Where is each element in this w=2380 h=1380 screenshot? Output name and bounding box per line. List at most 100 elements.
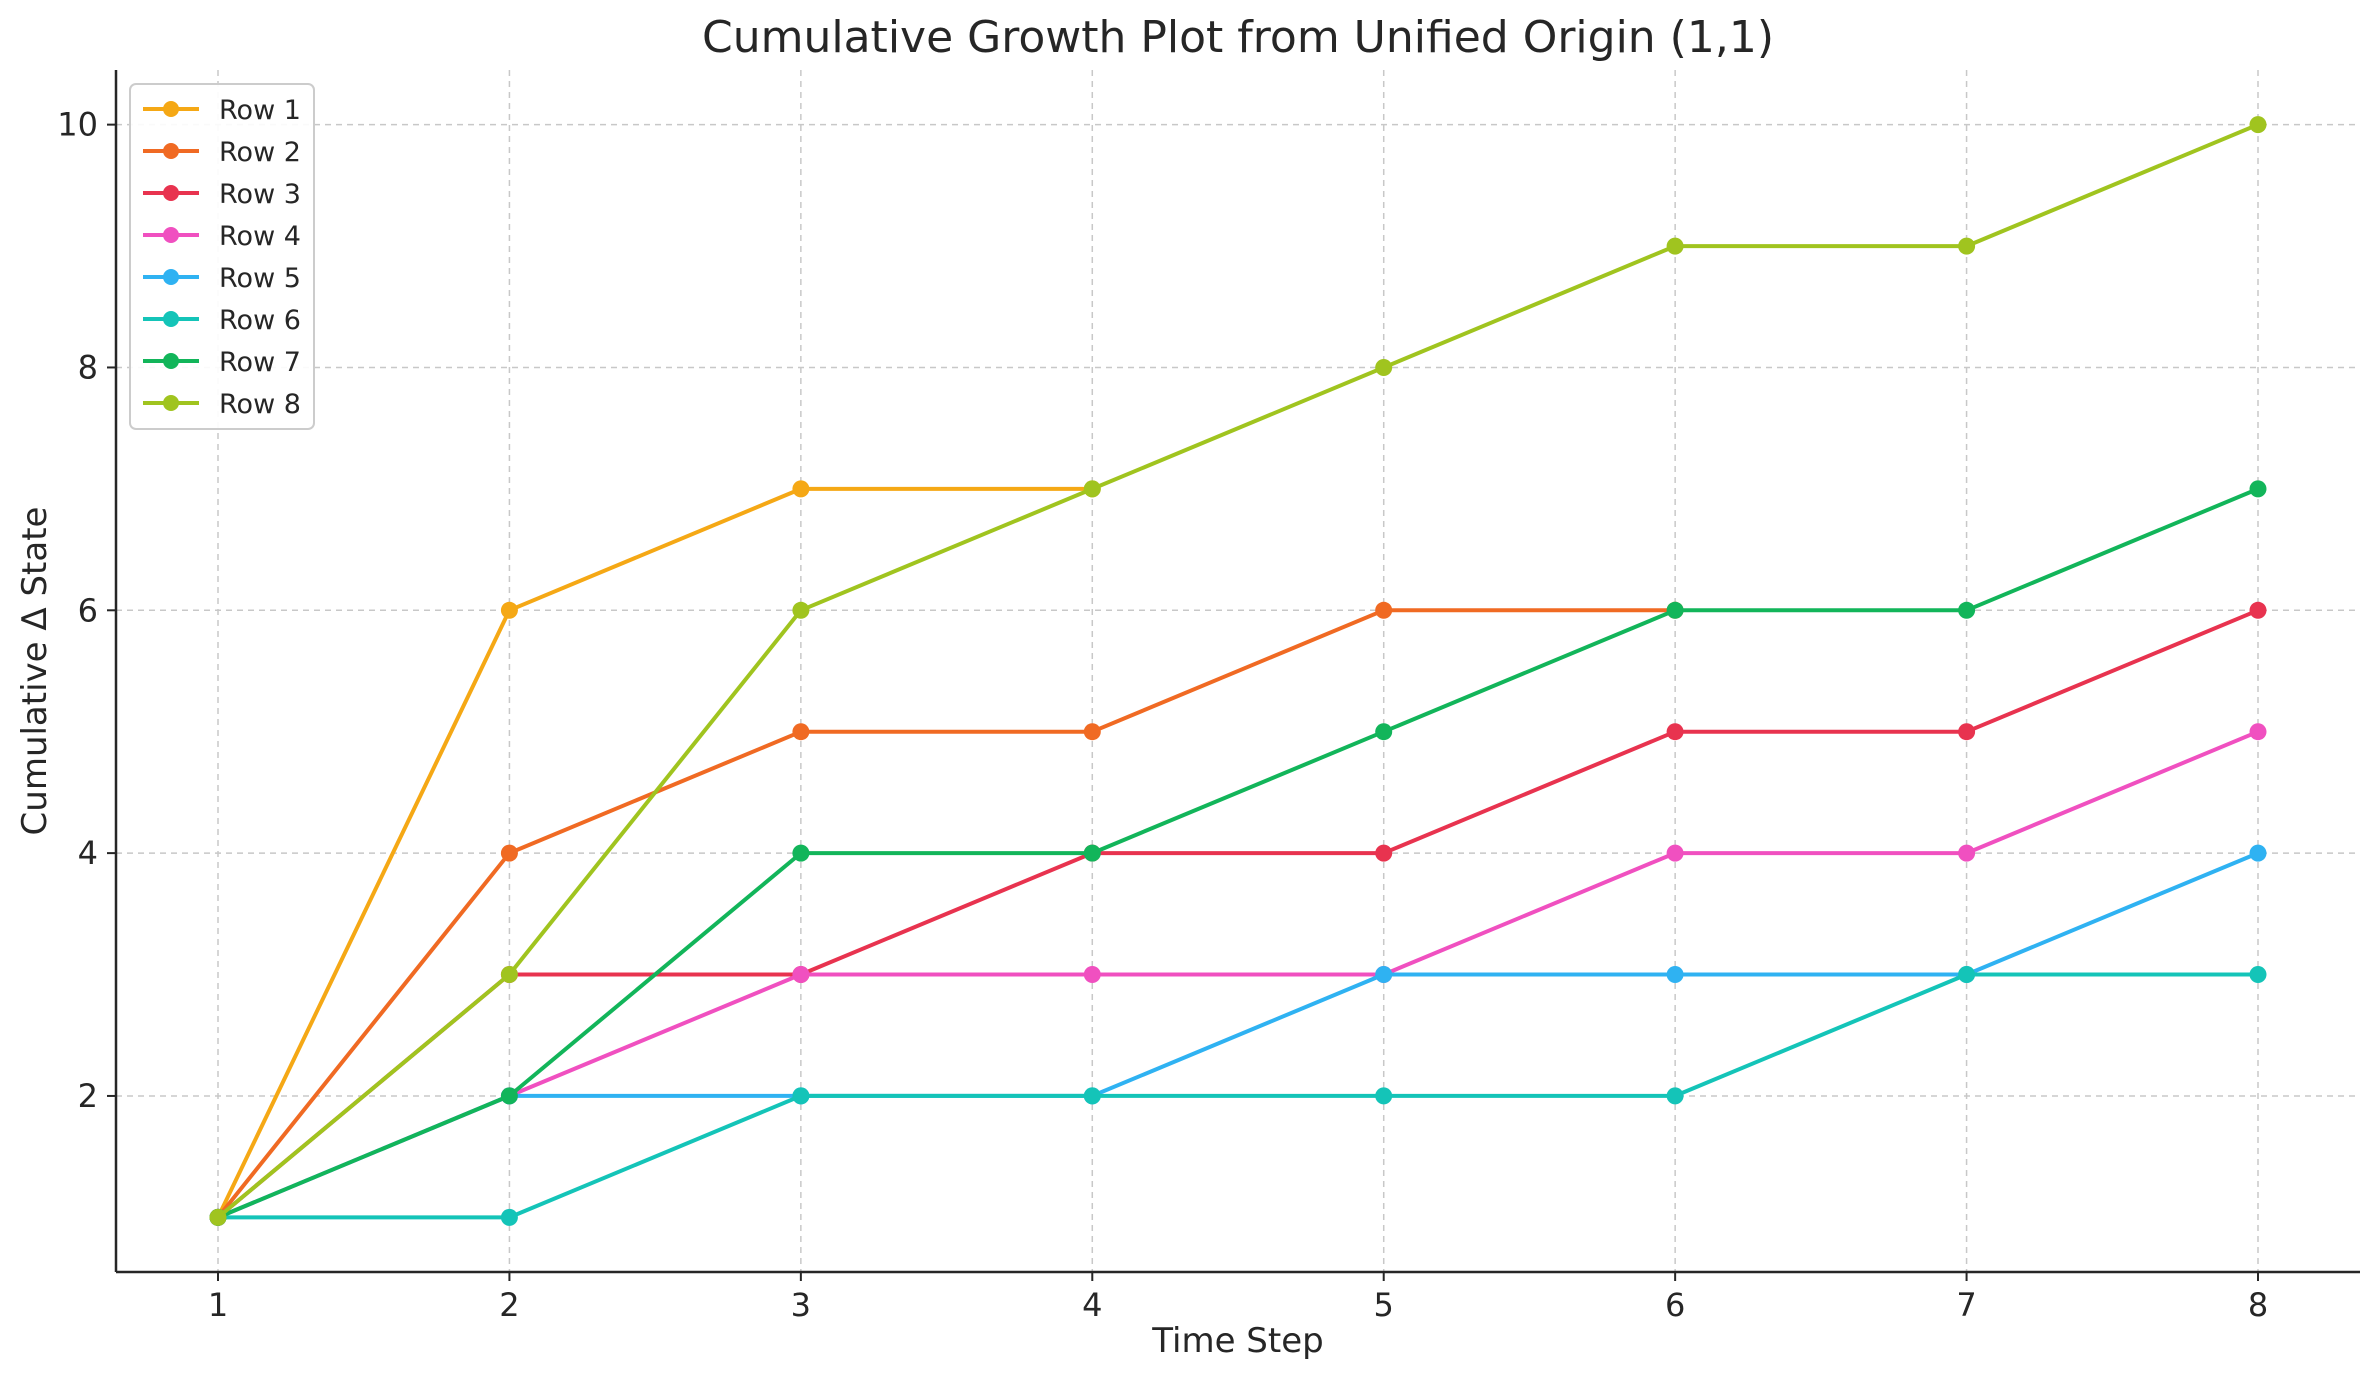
data-point-row-3 xyxy=(1958,723,1976,741)
series-line-row-1 xyxy=(216,486,1095,1220)
legend-item-row-4: Row 4 xyxy=(143,221,301,252)
legend-item-row-5: Row 5 xyxy=(143,263,301,294)
y-tick-label: 4 xyxy=(78,834,98,872)
data-point-row-6 xyxy=(1666,1087,1684,1105)
y-tick-label: 2 xyxy=(78,1077,98,1115)
series-line-row-8 xyxy=(216,122,2260,1220)
legend-label: Row 7 xyxy=(219,347,301,378)
data-point-row-6 xyxy=(1375,1087,1393,1105)
legend: Row 1 Row 2 Row 3 Row 4 Row 5 Row 6 Row 7 Row 8 xyxy=(129,83,315,430)
data-point-row-5 xyxy=(1666,966,1684,983)
legend-label: Row 3 xyxy=(219,179,301,210)
legend-label: Row 5 xyxy=(219,263,301,294)
data-point-row-7 xyxy=(500,1087,518,1105)
series-row-8 xyxy=(209,116,2267,1226)
data-point-row-1 xyxy=(792,480,810,498)
data-point-row-3 xyxy=(1666,723,1684,741)
data-point-row-6 xyxy=(500,1208,518,1226)
data-point-row-4 xyxy=(1083,966,1101,983)
x-tick-label: 8 xyxy=(2248,1286,2268,1324)
legend-swatch-marker xyxy=(163,269,179,285)
axes xyxy=(114,70,2360,1274)
series-row-5 xyxy=(209,844,2267,1226)
x-tick-label: 5 xyxy=(1374,1286,1394,1324)
legend-swatch-marker xyxy=(163,353,179,369)
data-point-row-6 xyxy=(792,1087,810,1105)
legend-swatch-marker xyxy=(163,101,179,117)
legend-item-row-1: Row 1 xyxy=(143,95,301,126)
series-row-2 xyxy=(209,601,1684,1226)
data-point-row-5 xyxy=(1375,966,1393,983)
x-axis-title: Time Step xyxy=(1151,1321,1323,1361)
series-row-3 xyxy=(209,601,2267,1226)
data-point-row-4 xyxy=(1666,844,1684,862)
legend-swatch-marker xyxy=(163,185,179,201)
data-point-row-8 xyxy=(792,601,810,619)
legend-label: Row 1 xyxy=(219,95,301,126)
series-line-row-3 xyxy=(216,608,2260,1220)
series-line-row-4 xyxy=(216,729,2260,1220)
data-point-row-8 xyxy=(500,966,518,983)
data-point-row-8 xyxy=(1083,480,1101,498)
chart-title: Cumulative Growth Plot from Unified Orig… xyxy=(702,12,1774,63)
data-point-row-3 xyxy=(2249,601,2267,619)
series-lines xyxy=(209,116,2267,1226)
data-point-row-7 xyxy=(1083,844,1101,862)
series-line-row-5 xyxy=(216,851,2260,1220)
data-point-row-8 xyxy=(1958,237,1976,255)
x-tick-label: 7 xyxy=(1956,1286,1976,1324)
grid xyxy=(116,70,2360,1272)
data-point-row-8 xyxy=(1375,359,1393,376)
legend-swatch-marker xyxy=(163,395,179,411)
legend-label: Row 8 xyxy=(219,389,301,420)
data-point-row-4 xyxy=(1958,844,1976,862)
legend-label: Row 6 xyxy=(219,305,301,336)
y-axis-title: Cumulative Δ State xyxy=(15,507,55,836)
x-tick-label: 3 xyxy=(791,1286,811,1324)
data-point-row-2 xyxy=(1083,723,1101,741)
data-point-row-6 xyxy=(2249,966,2267,983)
legend-item-row-7: Row 7 xyxy=(143,347,301,378)
data-point-row-5 xyxy=(2249,844,2267,862)
y-tick-label: 10 xyxy=(57,106,98,144)
legend-swatch-marker xyxy=(163,143,179,159)
data-point-row-7 xyxy=(792,844,810,862)
y-tick-label: 6 xyxy=(78,591,98,629)
x-tick-label: 1 xyxy=(208,1286,228,1324)
data-point-row-2 xyxy=(792,723,810,741)
tick-labels: 1 2 3 4 5 6 7 8 2 4 6 8 10 xyxy=(57,106,2268,1324)
data-point-row-8 xyxy=(2249,116,2267,134)
legend-label: Row 2 xyxy=(219,137,301,168)
data-point-row-8 xyxy=(209,1208,227,1226)
legend-swatch-marker xyxy=(163,227,179,243)
data-point-row-7 xyxy=(2249,480,2267,498)
x-tick-label: 4 xyxy=(1082,1286,1102,1324)
x-tick-label: 2 xyxy=(499,1286,519,1324)
data-point-row-7 xyxy=(1958,601,1976,619)
series-row-4 xyxy=(209,723,2267,1226)
data-point-row-4 xyxy=(792,966,810,983)
x-tick-label: 6 xyxy=(1665,1286,1685,1324)
legend-item-row-2: Row 2 xyxy=(143,137,301,168)
series-line-row-6 xyxy=(216,972,2260,1220)
data-point-row-7 xyxy=(1666,601,1684,619)
data-point-row-3 xyxy=(1375,844,1393,862)
data-point-row-1 xyxy=(500,601,518,619)
data-point-row-6 xyxy=(1958,966,1976,983)
series-line-row-2 xyxy=(216,608,1678,1220)
legend-box xyxy=(129,83,315,430)
data-point-row-4 xyxy=(2249,723,2267,741)
series-line-row-7 xyxy=(216,486,2260,1220)
legend-items: Row 1 Row 2 Row 3 Row 4 Row 5 Row 6 Row 7 Row 8 xyxy=(143,95,301,420)
data-point-row-6 xyxy=(1083,1087,1101,1105)
legend-item-row-3: Row 3 xyxy=(143,179,301,210)
data-point-row-8 xyxy=(1666,237,1684,255)
data-point-row-7 xyxy=(1375,723,1393,741)
legend-item-row-6: Row 6 xyxy=(143,305,301,336)
y-tick-label: 8 xyxy=(78,348,98,386)
data-point-row-2 xyxy=(1375,601,1393,619)
legend-item-row-8: Row 8 xyxy=(143,389,301,420)
legend-swatch-marker xyxy=(163,311,179,327)
data-point-row-2 xyxy=(500,844,518,862)
